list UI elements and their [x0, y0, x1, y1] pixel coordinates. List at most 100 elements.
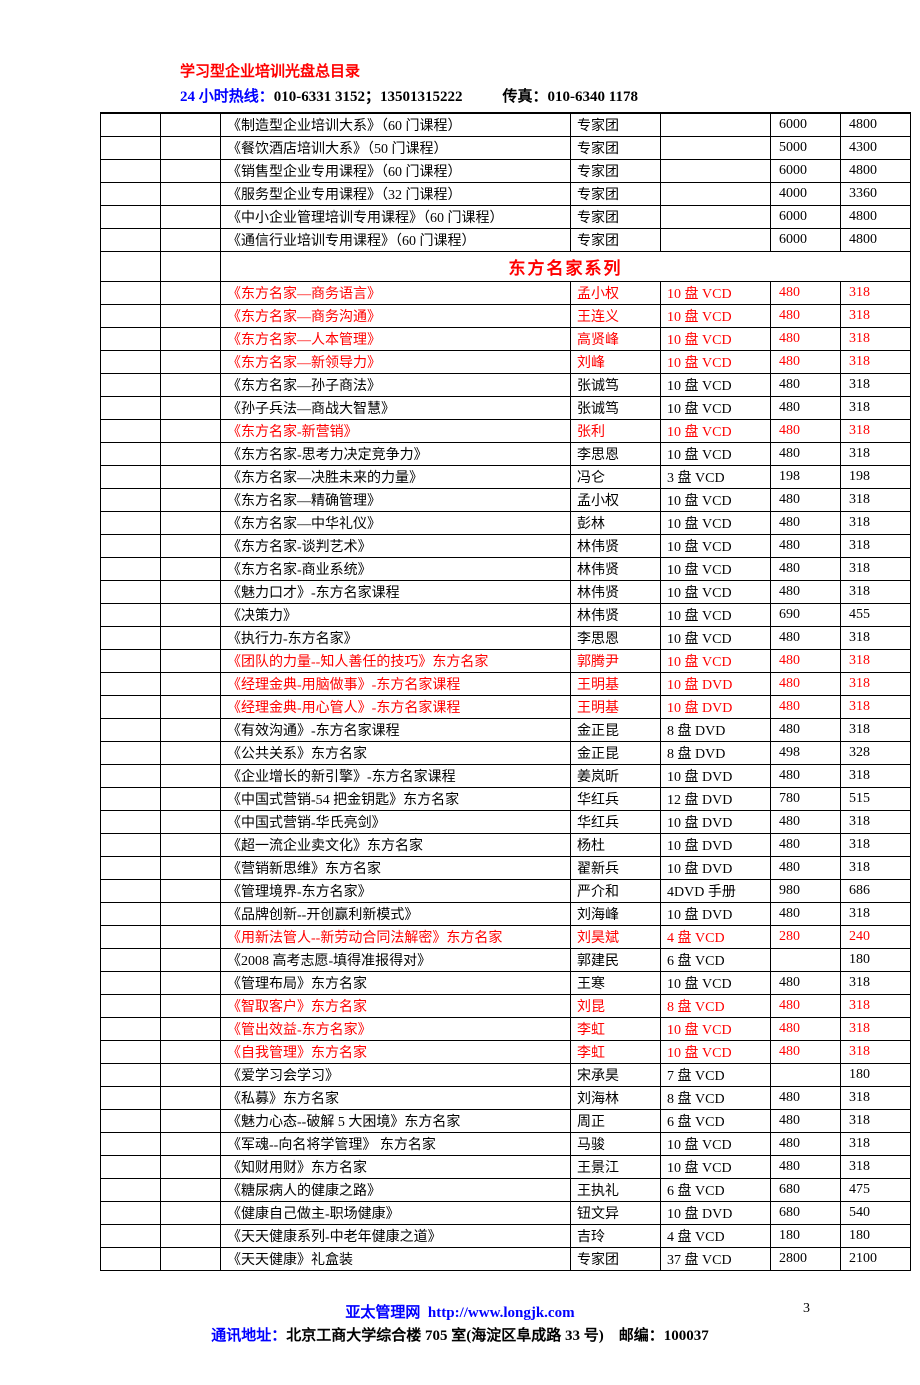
- col-blank-2: [161, 252, 221, 282]
- col-price1: 480: [771, 857, 841, 880]
- col-media: 8 盘 VCD: [661, 995, 771, 1018]
- col-price2: 318: [841, 650, 911, 673]
- table-row: 《经理金典-用脑做事》-东方名家课程王明基10 盘 DVD480318: [101, 673, 911, 696]
- col-price2: 686: [841, 880, 911, 903]
- col-blank-1: [101, 113, 161, 137]
- col-price2: 318: [841, 305, 911, 328]
- col-blank-1: [101, 604, 161, 627]
- col-blank-1: [101, 742, 161, 765]
- col-blank-1: [101, 282, 161, 305]
- col-media: 10 盘 DVD: [661, 696, 771, 719]
- col-blank-1: [101, 926, 161, 949]
- col-price1: 480: [771, 558, 841, 581]
- col-title: 《东方名家-商业系统》: [221, 558, 571, 581]
- col-title: 《团队的力量--知人善任的技巧》东方名家: [221, 650, 571, 673]
- col-price1: 480: [771, 834, 841, 857]
- col-blank-1: [101, 788, 161, 811]
- col-price2: 198: [841, 466, 911, 489]
- col-title: 《营销新思维》东方名家: [221, 857, 571, 880]
- col-media: 8 盘 VCD: [661, 1087, 771, 1110]
- table-row: 《超一流企业卖文化》东方名家杨杜10 盘 DVD480318: [101, 834, 911, 857]
- col-blank-2: [161, 1225, 221, 1248]
- col-blank-1: [101, 535, 161, 558]
- col-price1: 480: [771, 1133, 841, 1156]
- col-blank-2: [161, 558, 221, 581]
- col-media: 10 盘 VCD: [661, 1041, 771, 1064]
- col-blank-1: [101, 1018, 161, 1041]
- col-blank-2: [161, 206, 221, 229]
- col-title: 《东方名家-思考力决定竞争力》: [221, 443, 571, 466]
- col-author: 林伟贤: [571, 535, 661, 558]
- col-price1: 4000: [771, 183, 841, 206]
- col-author: 刘昊斌: [571, 926, 661, 949]
- col-price1: 6000: [771, 206, 841, 229]
- table-row: 《有效沟通》-东方名家课程金正昆8 盘 DVD480318: [101, 719, 911, 742]
- col-author: 翟新兵: [571, 857, 661, 880]
- col-media: 10 盘 DVD: [661, 811, 771, 834]
- col-blank-1: [101, 328, 161, 351]
- col-title: 《私募》东方名家: [221, 1087, 571, 1110]
- col-author: 王景江: [571, 1156, 661, 1179]
- col-author: 刘海峰: [571, 903, 661, 926]
- col-title: 《健康自己做主-职场健康》: [221, 1202, 571, 1225]
- table-row: 《公共关系》东方名家金正昆8 盘 DVD498328: [101, 742, 911, 765]
- col-price1: 6000: [771, 113, 841, 137]
- col-price1: 480: [771, 420, 841, 443]
- col-price2: 318: [841, 328, 911, 351]
- col-price1: 480: [771, 765, 841, 788]
- col-price2: 318: [841, 374, 911, 397]
- col-title: 《东方名家—决胜未来的力量》: [221, 466, 571, 489]
- col-blank-1: [101, 1248, 161, 1271]
- col-price2: 318: [841, 512, 911, 535]
- col-media: 10 盘 VCD: [661, 512, 771, 535]
- col-price1: 480: [771, 1041, 841, 1064]
- col-blank-1: [101, 160, 161, 183]
- col-media: 7 盘 VCD: [661, 1064, 771, 1087]
- col-price2: 318: [841, 811, 911, 834]
- col-blank-2: [161, 834, 221, 857]
- contact-line: 24 小时热线：010-6331 3152；13501315222传真：010-…: [180, 85, 920, 106]
- table-row: 《东方名家-思考力决定竞争力》李思恩10 盘 VCD480318: [101, 443, 911, 466]
- col-blank-1: [101, 137, 161, 160]
- table-row: 《东方名家—决胜未来的力量》冯仑3 盘 VCD198198: [101, 466, 911, 489]
- col-price1: 680: [771, 1202, 841, 1225]
- table-row: 《中小企业管理培训专用课程》（60 门课程）专家团60004800: [101, 206, 911, 229]
- col-media: 10 盘 DVD: [661, 903, 771, 926]
- col-media: 10 盘 VCD: [661, 443, 771, 466]
- col-author: 冯仑: [571, 466, 661, 489]
- col-blank-1: [101, 397, 161, 420]
- col-title: 《服务型企业专用课程》（32 门课程）: [221, 183, 571, 206]
- table-row: 《爱学习会学习》宋承昊7 盘 VCD180: [101, 1064, 911, 1087]
- col-blank-2: [161, 1087, 221, 1110]
- col-blank-1: [101, 1156, 161, 1179]
- col-title: 《制造型企业培训大系》（60 门课程）: [221, 113, 571, 137]
- col-blank-1: [101, 880, 161, 903]
- col-blank-1: [101, 1041, 161, 1064]
- col-blank-2: [161, 489, 221, 512]
- col-price1: 480: [771, 328, 841, 351]
- col-title: 《魅力心态--破解 5 大困境》东方名家: [221, 1110, 571, 1133]
- col-title: 《餐饮酒店培训大系》（50 门课程）: [221, 137, 571, 160]
- col-price1: 980: [771, 880, 841, 903]
- table-row: 《决策力》林伟贤10 盘 VCD690455: [101, 604, 911, 627]
- col-price2: 318: [841, 1087, 911, 1110]
- fax-label: 传真：: [503, 89, 548, 105]
- col-price1: 480: [771, 581, 841, 604]
- col-author: 高贤峰: [571, 328, 661, 351]
- col-author: 华红兵: [571, 788, 661, 811]
- col-blank-2: [161, 627, 221, 650]
- table-row: 《魅力口才》-东方名家课程林伟贤10 盘 VCD480318: [101, 581, 911, 604]
- col-title: 《糖尿病人的健康之路》: [221, 1179, 571, 1202]
- col-price1: 480: [771, 1087, 841, 1110]
- col-price1: 480: [771, 1156, 841, 1179]
- col-blank-2: [161, 788, 221, 811]
- col-media: [661, 206, 771, 229]
- col-blank-2: [161, 1041, 221, 1064]
- table-row: 《东方名家—新领导力》刘峰10 盘 VCD480318: [101, 351, 911, 374]
- col-author: 刘峰: [571, 351, 661, 374]
- col-blank-2: [161, 857, 221, 880]
- col-blank-2: [161, 972, 221, 995]
- col-blank-1: [101, 206, 161, 229]
- col-media: 10 盘 VCD: [661, 1156, 771, 1179]
- col-price2: 455: [841, 604, 911, 627]
